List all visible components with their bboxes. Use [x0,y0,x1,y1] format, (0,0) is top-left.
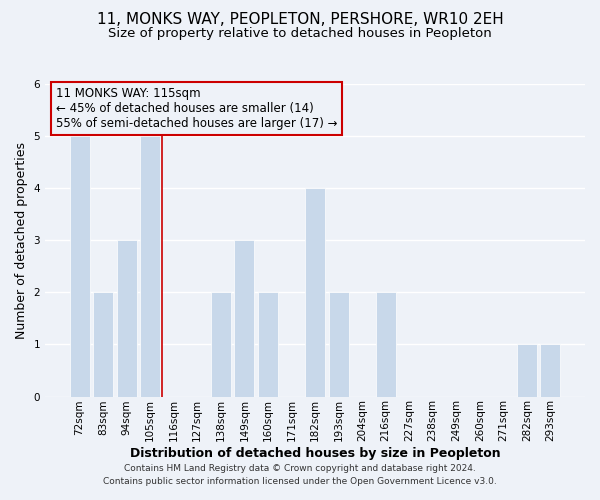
Bar [258,292,278,397]
Text: 11 MONKS WAY: 115sqm
← 45% of detached houses are smaller (14)
55% of semi-detac: 11 MONKS WAY: 115sqm ← 45% of detached h… [56,87,337,130]
Text: Size of property relative to detached houses in Peopleton: Size of property relative to detached ho… [108,28,492,40]
Text: 11, MONKS WAY, PEOPLETON, PERSHORE, WR10 2EH: 11, MONKS WAY, PEOPLETON, PERSHORE, WR10… [97,12,503,28]
Bar [211,292,231,397]
Bar [517,344,537,397]
Bar [329,292,349,397]
Bar [305,188,325,396]
Bar [235,240,254,396]
Y-axis label: Number of detached properties: Number of detached properties [15,142,28,339]
X-axis label: Distribution of detached houses by size in Peopleton: Distribution of detached houses by size … [130,447,500,460]
Bar [70,136,89,396]
Text: Contains HM Land Registry data © Crown copyright and database right 2024.
Contai: Contains HM Land Registry data © Crown c… [103,464,497,486]
Bar [140,136,160,396]
Bar [376,292,395,397]
Bar [541,344,560,397]
Bar [93,292,113,397]
Bar [116,240,137,396]
